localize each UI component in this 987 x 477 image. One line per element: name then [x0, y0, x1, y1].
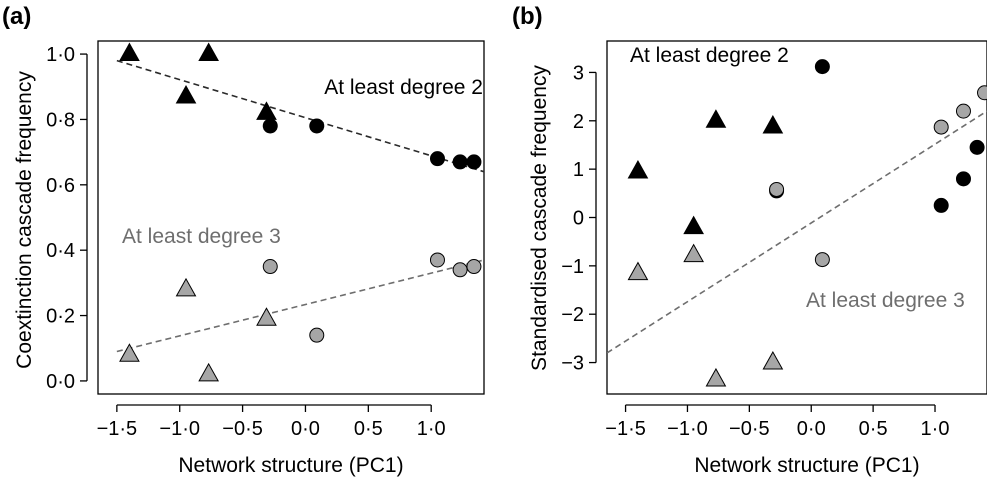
circle-point: [955, 171, 971, 187]
y-tick-label: −2: [561, 304, 584, 326]
triangle-point: [175, 277, 197, 297]
circle-point: [452, 154, 468, 170]
triangle-point: [198, 42, 219, 62]
panel-b-axes: −1·5 −1·0 −0·5 0·0 0·5 1·0 −3 −2 −1 0 1 2 3: [561, 40, 987, 440]
circle-point: [466, 154, 482, 170]
circle-point: [977, 85, 987, 101]
x-tick-label: 0·0: [291, 418, 320, 440]
triangle-point: [256, 307, 277, 326]
triangle-point: [256, 101, 277, 120]
circle-point: [452, 262, 468, 278]
circle-point: [262, 259, 278, 275]
circle-point: [309, 118, 325, 134]
y-tick-label: 2: [573, 111, 584, 133]
panel-a-series-label-degree-3: At least degree 3: [122, 225, 281, 248]
x-tick-label: −1·5: [605, 418, 646, 440]
panel-a-fit-lines: [116, 59, 484, 353]
circle-point: [262, 118, 278, 134]
circle-point: [814, 59, 830, 75]
panel-b-fit-line: [607, 110, 987, 354]
panel-a-y-axis-title: Coextinction cascade frequency: [13, 71, 36, 369]
panel-b-y-axis-title: Standardised cascade frequency: [528, 65, 551, 371]
triangle-point: [705, 109, 727, 128]
panel-b: (b) −1·5 −1·0 −0·5 0·0 0·5 1·0 −3 −2 −1 0 1 2 3 At l…: [512, 3, 987, 477]
triangle-point: [705, 367, 727, 387]
circle-point: [933, 197, 949, 213]
fit-line: [116, 59, 484, 173]
y-tick-label: 0·2: [46, 306, 75, 328]
points-group: [119, 42, 482, 382]
x-tick-label: 0·5: [859, 418, 888, 440]
y-tick-label: −1: [561, 256, 584, 278]
x-tick-label: −0·5: [222, 418, 263, 440]
panel-a-axes: −1·5 −1·0 −0·5 0·0 0·5 1·0 0·0 0·2 0·4 0·6 0·8 1·0: [46, 40, 485, 440]
fit-line: [607, 110, 987, 354]
triangle-point: [762, 351, 784, 370]
panel-b-points: [627, 59, 987, 387]
y-tick-label: 3: [573, 62, 584, 84]
panel-a-points: [119, 42, 482, 382]
y-tick-label: 0·0: [46, 371, 75, 393]
panel-b-x-axis-title: Network structure (PC1): [694, 454, 919, 477]
panel-b-series-label-degree-2: At least degree 2: [630, 44, 789, 67]
triangle-point: [119, 42, 140, 62]
panel-b-series-label-degree-3: At least degree 3: [806, 289, 965, 312]
circle-point: [466, 259, 482, 275]
x-tick-label: 1·0: [921, 418, 950, 440]
triangle-point: [627, 159, 649, 179]
triangle-point: [175, 84, 197, 104]
triangle-point: [627, 261, 649, 281]
x-tick-label: −1·5: [97, 418, 138, 440]
circle-point: [969, 139, 985, 155]
triangle-point: [683, 243, 704, 263]
y-tick-label: 0·4: [46, 240, 75, 262]
circle-point: [429, 151, 445, 167]
x-tick-label: −0·5: [729, 418, 770, 440]
triangle-point: [198, 362, 219, 382]
circle-point: [814, 252, 830, 268]
circle-point: [769, 181, 785, 197]
panel-b-label: (b): [512, 3, 543, 30]
circle-point: [955, 103, 971, 119]
points-group: [627, 59, 987, 387]
y-tick-label: 1: [573, 159, 584, 181]
y-tick-label: 1·0: [46, 44, 75, 66]
panel-a-series-label-degree-2: At least degree 2: [324, 76, 483, 99]
fit-line-group: [607, 110, 987, 354]
panel-a-x-axis-title: Network structure (PC1): [178, 454, 403, 477]
x-tick-label: 0·5: [354, 418, 383, 440]
plot-frame: [97, 40, 485, 395]
fit-line: [116, 259, 484, 353]
y-tick-label: 0: [573, 208, 584, 230]
circle-point: [309, 327, 325, 343]
x-tick-label: −1·0: [159, 418, 200, 440]
y-tick-label: 0·8: [46, 109, 75, 131]
circle-point: [429, 252, 445, 268]
x-tick-label: 1·0: [417, 418, 446, 440]
fit-line-group: [116, 59, 484, 353]
y-tick-label: −3: [561, 353, 584, 375]
y-tick-label: 0·6: [46, 175, 75, 197]
panel-a-label: (a): [2, 3, 31, 30]
panel-a: (a) −1·5 −1·0 −0·5 0·0 0·5 1·0 0·0 0·2 0·4 0·6 0·8…: [2, 3, 485, 477]
triangle-point: [683, 215, 704, 235]
triangle-point: [119, 343, 140, 362]
circle-point: [933, 119, 949, 135]
x-tick-label: −1·0: [667, 418, 708, 440]
triangle-point: [762, 115, 784, 134]
x-tick-label: 0·0: [797, 418, 826, 440]
plot-frame: [606, 40, 987, 395]
